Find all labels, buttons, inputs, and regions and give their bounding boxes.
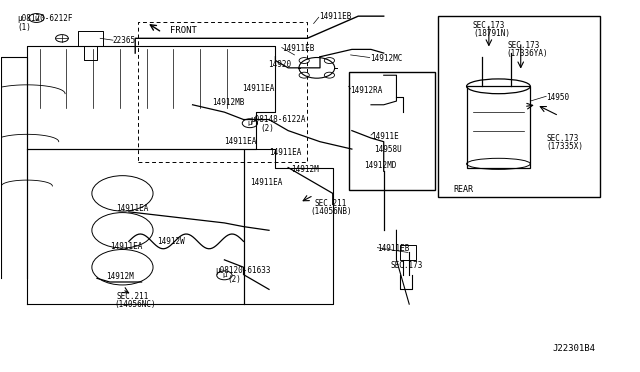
Text: µ: µ (34, 15, 38, 21)
Text: µ08120-61633: µ08120-61633 (215, 266, 270, 275)
Text: SEC.173: SEC.173 (473, 21, 506, 30)
Text: J22301B4: J22301B4 (552, 344, 596, 353)
Text: 14911EA: 14911EA (116, 203, 148, 213)
Bar (399, 245, 415, 260)
Text: SEC.211: SEC.211 (116, 292, 148, 301)
Text: 14911EA: 14911EA (269, 148, 301, 157)
Text: 14911EA: 14911EA (250, 178, 282, 187)
Text: 14912W: 14912W (157, 237, 185, 246)
Text: µ: µ (222, 272, 227, 278)
Text: (2): (2) (260, 124, 275, 133)
Text: 14958U: 14958U (374, 145, 402, 154)
Text: 14911EB: 14911EB (319, 12, 351, 21)
Text: FRONT: FRONT (170, 26, 197, 35)
Text: 14911EA: 14911EA (109, 243, 142, 251)
Bar (467, 86, 531, 167)
Text: 14912MC: 14912MC (370, 54, 402, 63)
Text: µ08148-6122A: µ08148-6122A (250, 115, 305, 124)
Text: 14912MD: 14912MD (365, 161, 397, 170)
Text: 14911EA: 14911EA (243, 84, 275, 93)
Text: SEC.173: SEC.173 (390, 261, 422, 270)
Text: SEC.211: SEC.211 (315, 199, 348, 208)
Text: SEC.173: SEC.173 (508, 41, 540, 50)
Text: 14911EB: 14911EB (378, 244, 410, 253)
Text: REAR: REAR (454, 185, 474, 194)
Text: (1): (1) (17, 23, 31, 32)
Text: 14950: 14950 (546, 93, 570, 102)
Bar (349, 71, 435, 190)
Text: (2): (2) (228, 275, 241, 283)
Bar (438, 16, 600, 197)
Text: 14912M: 14912M (106, 272, 134, 281)
Text: SEC.173: SEC.173 (546, 134, 579, 142)
Text: 14912M: 14912M (291, 165, 319, 174)
Text: 14912MB: 14912MB (212, 99, 244, 108)
Text: µ08120-6212F: µ08120-6212F (17, 13, 73, 22)
Text: µ: µ (248, 120, 252, 126)
Text: 14920: 14920 (268, 60, 291, 69)
Text: 14912RA: 14912RA (351, 86, 383, 94)
Text: 22365: 22365 (113, 36, 136, 45)
Text: (17335X): (17335X) (546, 142, 583, 151)
Text: (18791N): (18791N) (473, 29, 510, 38)
Text: (17336YA): (17336YA) (507, 49, 548, 58)
Text: 14911E: 14911E (371, 132, 399, 141)
Text: (14056NB): (14056NB) (310, 207, 352, 217)
Text: 14911EA: 14911EA (225, 137, 257, 146)
Text: (14056NC): (14056NC) (115, 300, 156, 310)
Text: 14911EB: 14911EB (282, 44, 314, 53)
